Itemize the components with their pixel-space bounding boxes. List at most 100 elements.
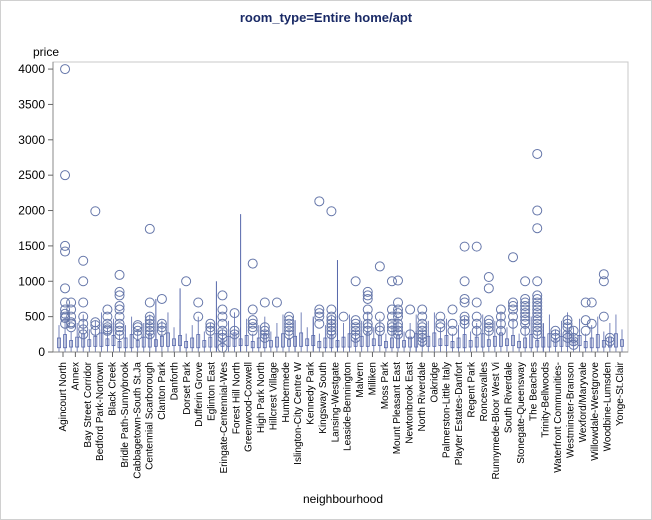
outlier-point: [90, 325, 101, 336]
box: [250, 340, 255, 349]
outlier-point: [532, 322, 543, 333]
outlier-point: [259, 325, 270, 336]
x-tick-label: Eglinton East: [207, 362, 218, 421]
outlier-point: [78, 329, 89, 340]
box: [75, 336, 80, 348]
outlier-point: [132, 330, 143, 341]
box: [359, 335, 364, 347]
outlier-point: [374, 325, 385, 336]
box: [305, 338, 310, 347]
outlier-point: [259, 329, 270, 340]
box: [583, 340, 588, 349]
outlier-point: [60, 297, 71, 308]
box: [347, 333, 352, 348]
box: [135, 340, 140, 348]
outlier-point: [114, 330, 125, 341]
outlier-point: [520, 325, 531, 336]
outlier-point: [520, 293, 531, 304]
x-tick-label: Clanton Park: [157, 361, 168, 420]
outlier-point: [508, 297, 519, 308]
outlier-point: [156, 293, 167, 304]
outlier-point: [447, 325, 458, 336]
outlier-point: [205, 325, 216, 336]
box: [601, 340, 606, 348]
outlier-point: [580, 297, 591, 308]
outlier-point: [520, 304, 531, 315]
x-axis-label: neighbourhood: [303, 492, 383, 506]
box: [123, 337, 128, 349]
outlier-point: [217, 329, 228, 340]
outlier-point: [205, 318, 216, 329]
outlier-point: [471, 297, 482, 308]
outlier-point: [362, 293, 373, 304]
x-tick-label: Agincourt North: [58, 362, 69, 431]
x-tick-label: Humbermede: [281, 362, 292, 423]
outlier-point: [520, 276, 531, 287]
outlier-point: [362, 318, 373, 329]
outlier-point: [495, 304, 506, 315]
outlier-point: [60, 246, 71, 257]
outlier-point: [114, 304, 125, 315]
outlier-point: [350, 276, 361, 287]
y-axis-label: price: [33, 45, 59, 59]
x-tick-label: Danforth: [169, 362, 180, 400]
outlier-point: [532, 148, 543, 159]
outlier-point: [314, 311, 325, 322]
outlier-point: [78, 276, 89, 287]
outlier-point: [459, 318, 470, 329]
outlier-point: [60, 283, 71, 294]
outlier-point: [435, 322, 446, 333]
outlier-point: [156, 322, 167, 333]
outlier-point: [114, 318, 125, 329]
outlier-point: [495, 325, 506, 336]
outlier-point: [471, 241, 482, 252]
x-tick-label: Cabbagetown-South St.Ja: [132, 362, 143, 479]
outlier-point: [66, 317, 77, 328]
outlier-point: [532, 297, 543, 308]
outlier-point: [229, 329, 240, 340]
box: [559, 335, 564, 347]
y-tick-label: 3500: [18, 97, 45, 111]
outlier-point: [532, 325, 543, 336]
outlier-point: [229, 308, 240, 319]
outlier-point: [78, 318, 89, 329]
x-tick-label: Roncesvalles: [479, 362, 490, 421]
outlier-point: [326, 206, 337, 217]
box: [535, 340, 540, 348]
x-tick-label: Playter Estates-Danfort: [454, 362, 465, 466]
outlier-point: [78, 297, 89, 308]
x-tick-label: Stonegate-Queensway: [516, 362, 527, 464]
outlier-point: [393, 318, 404, 329]
box: [196, 334, 201, 349]
box: [553, 339, 558, 347]
box: [499, 332, 503, 347]
outlier-point: [393, 325, 404, 336]
outlier-point: [217, 332, 228, 343]
box: [226, 335, 231, 347]
outlier-point: [586, 297, 597, 308]
x-tick-label: North Riverdale: [417, 362, 428, 432]
box: [432, 332, 437, 347]
box: [492, 335, 497, 347]
outlier-point: [417, 318, 428, 329]
outlier-point: [580, 325, 591, 336]
box: [244, 335, 249, 347]
x-tick-label: Greenwood-Coxwell: [244, 362, 255, 452]
outlier-point: [417, 332, 428, 343]
box: [396, 334, 400, 349]
outlier-point: [362, 304, 373, 315]
outlier-point: [259, 322, 270, 333]
outlier-point: [550, 329, 561, 340]
x-tick-label: Dufferin Grove: [194, 362, 205, 427]
outlier-point: [114, 325, 125, 336]
box: [275, 336, 279, 348]
outlier-point: [604, 332, 615, 343]
outlier-point: [314, 304, 325, 315]
y-tick-label: 2000: [18, 204, 45, 218]
y-tick-label: 4000: [18, 62, 45, 76]
outlier-point: [483, 315, 494, 326]
box: [299, 332, 304, 347]
outlier-point: [532, 315, 543, 326]
box: [232, 332, 237, 347]
